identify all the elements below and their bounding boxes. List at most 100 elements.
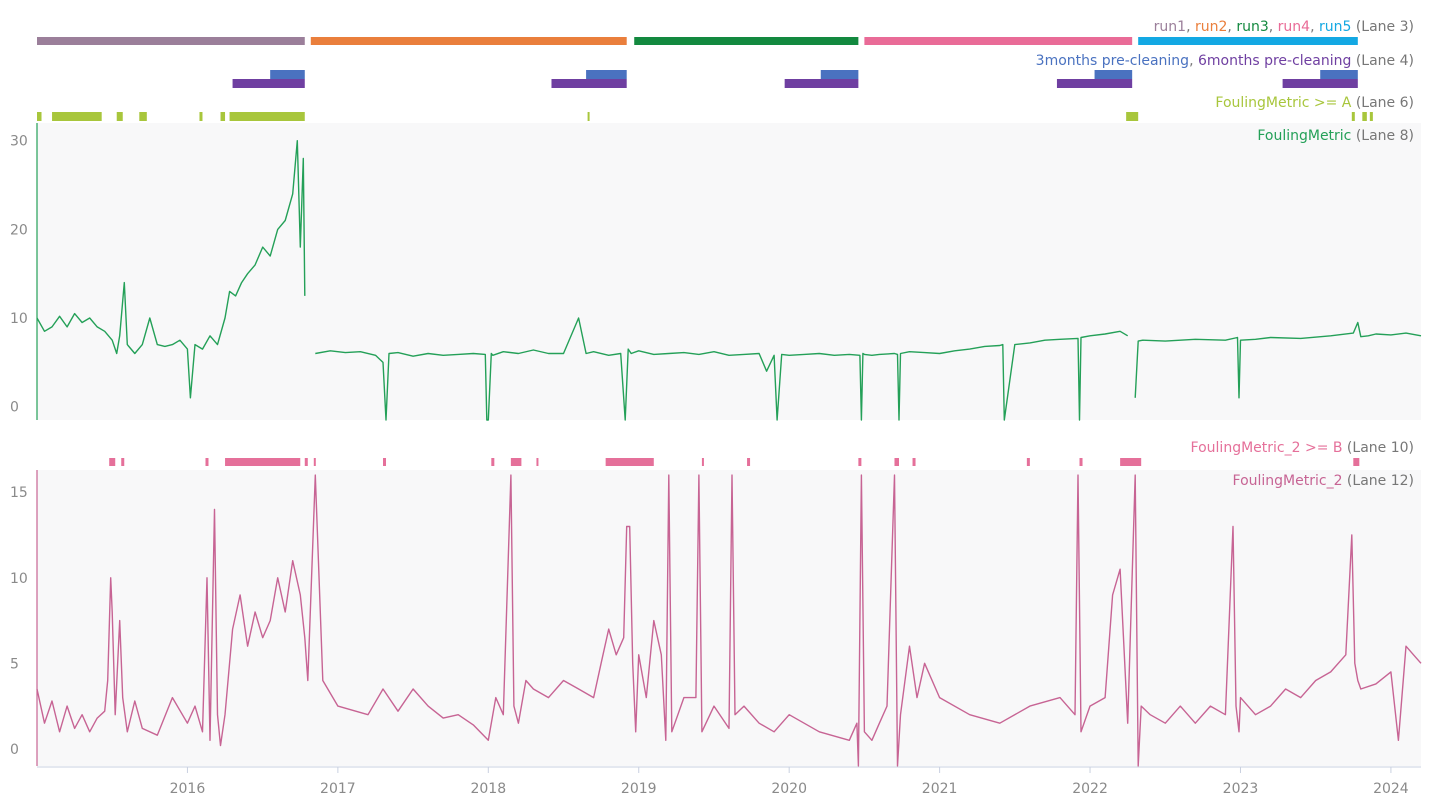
fouling-metric-2-ge-b-mark [1079, 458, 1083, 466]
fouling-metric-2-ge-b-mark [858, 458, 862, 466]
fouling-metric-2-ge-b-mark [894, 458, 899, 466]
lane-6-label: FoulingMetric >= A (Lane 6) [1215, 95, 1414, 111]
lane4-part: 6months pre-cleaning [1198, 53, 1351, 69]
lane12-part: FoulingMetric_2 [1233, 473, 1343, 489]
lane-4-label: 3months pre-cleaning, 6months pre-cleani… [1036, 53, 1414, 69]
fouling-metric-line [36, 140, 1422, 421]
fouling-metric-2-ge-b-mark [121, 458, 125, 466]
fouling-metric-2-ge-b-mark [491, 458, 495, 466]
fouling-metric-2-ge-b-mark [205, 458, 209, 466]
x-tick-label: 2021 [922, 781, 958, 797]
fouling-metric-ge-a-mark [116, 112, 123, 121]
pre-cleaning-3months-bar [586, 70, 627, 79]
fouling-metric-2-y-tick: 15 [10, 485, 28, 501]
run-bar-run4 [864, 37, 1133, 45]
x-tick-label: 2023 [1223, 781, 1259, 797]
x-tick-label: 2018 [470, 781, 506, 797]
pre-cleaning-bars [232, 70, 1358, 88]
lane10-part: (Lane 10) [1342, 440, 1414, 456]
fouling-metric-2-ge-b-mark [1353, 458, 1360, 466]
fouling-metric-y-tick: 30 [10, 134, 28, 150]
lane10-part: FoulingMetric_2 >= B [1191, 440, 1343, 456]
x-tick-labels: 2016 2017 2018 2019 2020 2021 2022 2023 2024 [170, 767, 1409, 797]
fouling-metric-ge-a-mark [1362, 112, 1367, 121]
lane3-part: run5 [1319, 19, 1351, 35]
pre-cleaning-6months-bar [1056, 79, 1133, 88]
lane8-part: FoulingMetric [1257, 128, 1351, 144]
pre-cleaning-6months-bar [232, 79, 305, 88]
lane3-part: , [1227, 19, 1236, 35]
fouling-metric-threshold-marks [37, 112, 1373, 121]
lane4-part: (Lane 4) [1351, 53, 1414, 69]
fouling-metric-2-ge-b-mark [304, 458, 308, 466]
fouling-metric-ge-a-mark [1126, 112, 1139, 121]
pre-cleaning-3months-bar [1094, 70, 1133, 79]
lane3-part: run4 [1278, 19, 1311, 35]
fouling-metric-plot-bg [37, 123, 1421, 420]
run-bars [37, 37, 1358, 45]
fouling-metric-2-y-tick: 5 [10, 656, 19, 672]
lane4-part: 3months pre-cleaning [1036, 53, 1189, 69]
lane3-part: , [1269, 19, 1278, 35]
run-bar-run3 [634, 37, 859, 45]
lane8-part: (Lane 8) [1351, 128, 1414, 144]
fouling-metric-ge-a-mark [52, 112, 102, 121]
run-bar-run2 [310, 37, 627, 45]
pre-cleaning-6months-bar [784, 79, 859, 88]
lane3-part: (Lane 3) [1351, 19, 1414, 35]
fouling-metric-2-ge-b-mark [109, 458, 116, 466]
lane-3-label: run1, run2, run3, run4, run5 (Lane 3) [1154, 19, 1414, 35]
fouling-metric-2-ge-b-mark [313, 458, 316, 466]
series-lines [36, 123, 1422, 767]
fouling-metric-2-ge-b-mark [510, 458, 522, 466]
lane6-part: FoulingMetric >= A [1215, 95, 1351, 111]
x-tick-label: 2022 [1072, 781, 1108, 797]
fouling-metric-2-ge-b-mark [1026, 458, 1030, 466]
x-tick-label: 2024 [1373, 781, 1409, 797]
pre-cleaning-3months-bar [1320, 70, 1358, 79]
lane3-part: , [1310, 19, 1319, 35]
x-tick-label: 2019 [621, 781, 657, 797]
fouling-metric-ge-a-mark [37, 112, 42, 121]
fouling-metric-ge-a-mark [220, 112, 226, 121]
fouling-metric-2-line [36, 474, 1422, 767]
x-tick-label: 2017 [320, 781, 356, 797]
lane4-part: , [1189, 53, 1198, 69]
fouling-metric-2-ge-b-mark [536, 458, 539, 466]
fouling-metric-ge-a-mark [1369, 112, 1373, 121]
fouling-metric-ge-a-mark [587, 112, 590, 121]
run-bar-run1 [37, 37, 305, 45]
fouling-metric-ge-a-mark [229, 112, 305, 121]
fouling-metric-y-tick: 20 [10, 222, 28, 238]
pre-cleaning-3months-bar [270, 70, 305, 79]
lane12-part: (Lane 12) [1342, 473, 1414, 489]
lane3-part: run2 [1195, 19, 1227, 35]
fouling-metric-ge-a-mark [1351, 112, 1355, 121]
fouling-metric-2-y-tick: 0 [10, 742, 19, 758]
fouling-metric-2-threshold-marks [109, 458, 1360, 466]
lane6-part: (Lane 6) [1351, 95, 1414, 111]
fouling-metric-2-y-tick: 10 [10, 571, 28, 587]
x-tick-label: 2016 [170, 781, 206, 797]
lane3-part: , [1186, 19, 1195, 35]
lane-10-label: FoulingMetric_2 >= B (Lane 10) [1191, 440, 1414, 456]
fouling-metric-2-ge-b-mark [605, 458, 654, 466]
fouling-metric-2-ge-b-mark [701, 458, 704, 466]
x-tick-label: 2020 [771, 781, 807, 797]
fouling-metric-2-ge-b-mark [383, 458, 387, 466]
pre-cleaning-3months-bar [820, 70, 859, 79]
fouling-metric-y-tick: 0 [10, 400, 19, 416]
fouling-metric-y-tick: 10 [10, 311, 28, 327]
fouling-metric-2-ge-b-mark [747, 458, 751, 466]
fouling-metric-2-ge-b-mark [912, 458, 916, 466]
y-tick-labels: 0 10 20 30 0 5 10 15 [10, 134, 28, 758]
lane3-part: run1 [1154, 19, 1186, 35]
fouling-metric-ge-a-mark [139, 112, 147, 121]
pre-cleaning-6months-bar [1282, 79, 1358, 88]
fouling-metric-2-ge-b-mark [1120, 458, 1142, 466]
fouling-metric-2-ge-b-mark [225, 458, 301, 466]
pre-cleaning-6months-bar [551, 79, 627, 88]
lane-8-label: FoulingMetric (Lane 8) [1257, 128, 1414, 144]
